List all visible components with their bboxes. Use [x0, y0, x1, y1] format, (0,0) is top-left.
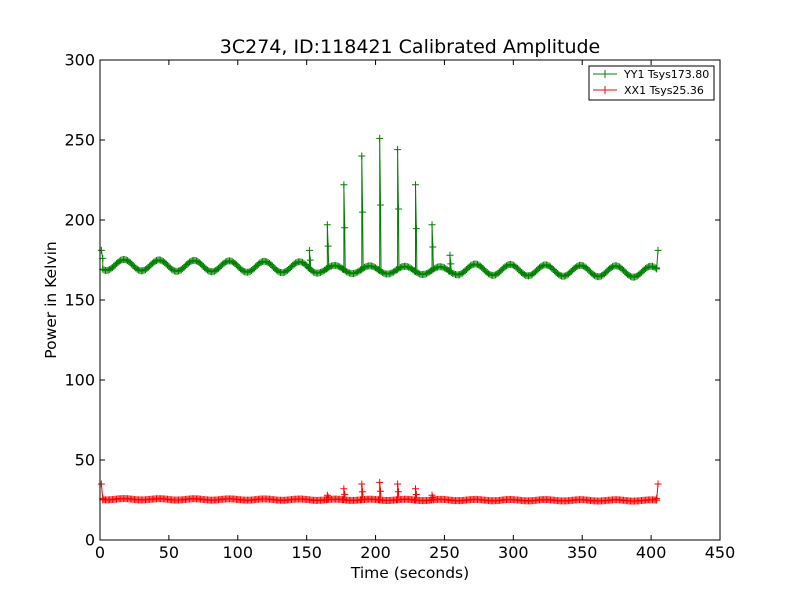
data-point-marker	[654, 480, 662, 488]
data-point-marker	[306, 256, 314, 264]
x-tick-label: 150	[291, 543, 322, 562]
y-tick-label: 300	[64, 51, 95, 70]
x-tick-label: 100	[223, 543, 254, 562]
data-point-marker	[359, 488, 367, 496]
data-point-marker	[394, 480, 402, 488]
data-point-marker	[323, 221, 331, 229]
y-tick-label: 200	[64, 211, 95, 230]
data-point-marker	[341, 490, 349, 498]
legend-label: XX1 Tsys25.36	[624, 84, 704, 97]
legend-marker-swatch	[601, 86, 609, 94]
data-point-marker	[394, 146, 402, 154]
data-point-marker	[358, 480, 366, 488]
data-point-marker	[377, 201, 385, 209]
data-point-marker	[429, 243, 437, 251]
data-point-marker	[376, 478, 384, 486]
data-point-marker	[394, 205, 402, 213]
chart-title: 3C274, ID:118421 Calibrated Amplitude	[220, 36, 601, 58]
data-point-marker	[653, 265, 661, 273]
series-yy1	[97, 134, 662, 281]
data-point-marker	[446, 251, 454, 259]
data-point-marker	[653, 496, 661, 504]
data-point-marker	[412, 225, 420, 233]
x-tick-label: 300	[498, 543, 529, 562]
legend: YY1 Tsys173.80 XX1 Tsys25.36	[588, 65, 715, 101]
x-tick-label: 350	[567, 543, 598, 562]
data-point-marker	[324, 242, 332, 250]
data-point-marker	[358, 152, 366, 160]
series-xx1	[97, 478, 662, 505]
x-tick-label: 50	[159, 543, 179, 562]
legend-box	[588, 65, 715, 101]
x-tick-label: 250	[429, 543, 460, 562]
data-point-marker	[412, 491, 420, 499]
data-point-marker	[376, 134, 384, 142]
legend-entry: YY1 Tsys173.80	[593, 68, 709, 81]
x-axis: 0 50 100 150 200 250 300 350 400 450	[95, 60, 735, 562]
data-point-marker	[412, 485, 420, 493]
y-tick-label: 150	[64, 291, 95, 310]
data-point-marker	[340, 181, 348, 189]
data-point-marker	[377, 487, 385, 495]
series-layer	[97, 134, 662, 505]
x-axis-label: Time (seconds)	[350, 564, 469, 582]
x-tick-label: 450	[705, 543, 736, 562]
y-axis: 0 50 100 150 200 250 300	[64, 51, 720, 550]
data-point-marker	[341, 224, 349, 232]
data-point-marker	[340, 485, 348, 493]
x-tick-label: 400	[636, 543, 667, 562]
x-tick-label: 200	[360, 543, 391, 562]
legend-marker-swatch	[601, 70, 609, 78]
data-point-marker	[394, 488, 402, 496]
y-tick-label: 250	[64, 131, 95, 150]
data-point-marker	[97, 480, 105, 488]
legend-label: YY1 Tsys173.80	[623, 68, 709, 81]
x-tick-label: 0	[95, 543, 105, 562]
y-axis-label: Power in Kelvin	[42, 241, 60, 358]
data-point-marker	[428, 221, 436, 229]
y-tick-label: 50	[75, 451, 95, 470]
data-point-marker	[97, 246, 105, 254]
data-point-marker	[654, 246, 662, 254]
y-tick-label: 100	[64, 371, 95, 390]
legend-entry: XX1 Tsys25.36	[593, 84, 704, 97]
legend-entries: YY1 Tsys173.80 XX1 Tsys25.36	[593, 68, 709, 97]
data-point-marker	[447, 260, 455, 268]
y-tick-label: 0	[85, 531, 95, 550]
data-point-marker	[412, 181, 420, 189]
data-point-marker	[359, 208, 367, 216]
data-point-marker	[305, 246, 313, 254]
